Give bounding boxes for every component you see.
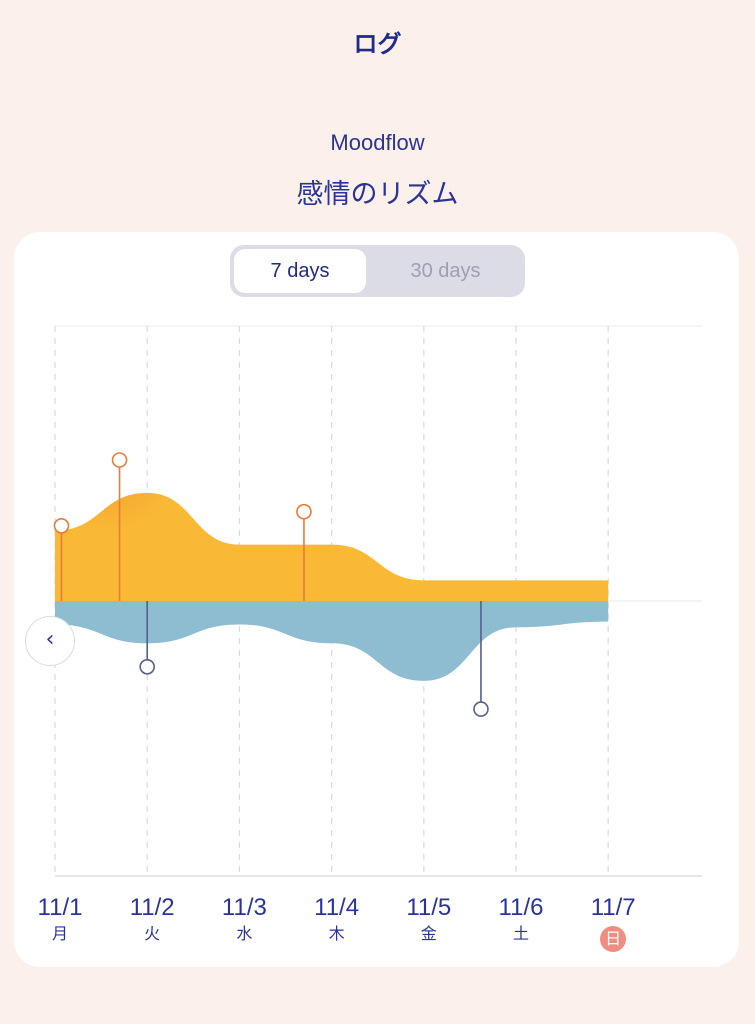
x-tick-weekday: 土	[512, 924, 529, 943]
range-option-30-days[interactable]: 30 days	[410, 260, 481, 282]
x-axis-tick: 11/7 日	[573, 894, 653, 952]
range-toggle: 7 days 30 days	[230, 245, 525, 297]
x-tick-weekday: 木	[328, 924, 345, 943]
x-tick-date: 11/6	[498, 894, 544, 921]
chevron-left-icon: ‹	[45, 627, 55, 652]
x-tick-date: 11/2	[129, 894, 175, 921]
x-tick-weekday: 月	[51, 924, 68, 943]
x-axis-tick: 11/3 水	[204, 894, 284, 946]
x-tick-date: 11/7	[590, 894, 636, 921]
app-name: Moodflow	[330, 130, 425, 155]
x-tick-date: 11/1	[37, 894, 83, 921]
x-tick-weekday: 水	[236, 924, 253, 943]
mood-marker-point	[139, 658, 155, 675]
mood-chart-card: 7 days 30 days ‹ 11/1 月 11/2 火 11/3 水 11/4 木 11/…	[14, 232, 739, 967]
x-tick-date: 11/4	[314, 894, 360, 921]
x-axis-tick: 11/5 金	[389, 894, 469, 946]
x-tick-weekday: 火	[144, 924, 161, 943]
range-option-7-days[interactable]: 7 days	[234, 249, 366, 293]
mood-marker-point	[111, 452, 128, 468]
positive-mood-area	[55, 492, 609, 601]
mood-chart	[53, 325, 702, 877]
x-axis-tick: 11/2 火	[112, 894, 192, 946]
x-axis-tick: 11/4 木	[297, 894, 377, 946]
x-tick-weekday: 金	[420, 924, 437, 943]
x-axis-tick: 11/6 土	[481, 894, 561, 946]
mood-marker-point	[296, 503, 312, 520]
mood-marker-point	[53, 517, 70, 534]
page-subtitle: 感情のリズム	[296, 179, 459, 210]
back-button[interactable]: ‹	[25, 616, 75, 666]
nav-title: ログ	[353, 30, 402, 58]
x-axis-tick: 11/1 月	[20, 894, 100, 946]
x-tick-weekday: 日	[600, 926, 627, 952]
x-tick-date: 11/3	[221, 894, 267, 921]
mood-marker-point	[473, 701, 489, 717]
x-tick-date: 11/5	[406, 894, 452, 921]
negative-mood-area	[55, 601, 609, 681]
